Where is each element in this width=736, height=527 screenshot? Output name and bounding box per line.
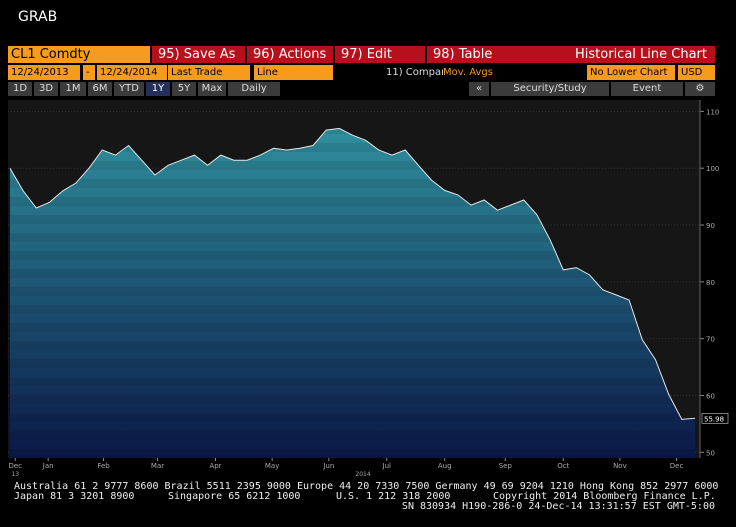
actions-button[interactable]: 96) Actions	[247, 46, 333, 63]
field-select[interactable]: Last Trade	[168, 65, 250, 80]
range-tab[interactable]: 3D	[34, 82, 58, 96]
compare[interactable]: 11) Compare	[386, 67, 452, 78]
window-title: GRAB	[18, 9, 58, 25]
footer-session: SN 830934 H190-286-0 24-Dec-14 13:31:57 …	[401, 501, 715, 512]
chart-name: Historical Line Chart	[520, 46, 715, 63]
event-button[interactable]: Event	[611, 82, 683, 96]
mov-avgs[interactable]: Mov. Avgs	[443, 65, 493, 80]
collapse[interactable]: «	[469, 82, 489, 96]
year-label: 2014	[355, 471, 370, 478]
ticker[interactable]: CL1 Comdty	[8, 46, 150, 63]
y-tick-label: 50	[706, 449, 715, 457]
x-tick-label: Oct	[557, 462, 569, 470]
table-button[interactable]: 98) Table	[427, 46, 520, 63]
year-label: 13	[11, 471, 19, 478]
range-tab[interactable]: 6M	[88, 82, 112, 96]
y-tick-label: 110	[706, 108, 719, 116]
last-price-label: 55.98	[704, 415, 724, 423]
y-tick-label: 90	[706, 222, 715, 230]
currency[interactable]: USD	[678, 65, 715, 80]
x-tick-label: Dec	[8, 462, 22, 470]
settings-button[interactable]: ⚙	[685, 82, 715, 96]
x-tick-label: Sep	[499, 462, 513, 470]
edit-button[interactable]: 97) Edit	[335, 46, 425, 63]
save-button[interactable]: 95) Save As	[152, 46, 245, 63]
x-tick-label: Mar	[151, 462, 164, 470]
style-select[interactable]: Line	[254, 65, 333, 80]
x-tick-label: Apr	[209, 462, 221, 470]
x-tick-label: Nov	[613, 462, 627, 470]
x-tick-label: Jan	[42, 462, 54, 470]
footer-japan: Japan 81 3 3201 8900	[14, 491, 135, 502]
chart: 50 60 70 80 90 100 110 Dec Jan Feb Mar Apr May Jun Jul…	[8, 100, 729, 478]
frequency[interactable]: Daily	[228, 82, 280, 96]
x-tick-label: May	[265, 462, 279, 470]
start-date[interactable]: 12/24/2013	[8, 65, 80, 80]
y-tick-label: 80	[706, 279, 715, 287]
x-tick-label: Jul	[382, 462, 392, 470]
x-tick-label: Feb	[97, 462, 110, 470]
lower-chart[interactable]: No Lower Chart	[587, 65, 675, 80]
y-tick-label: 60	[706, 392, 715, 400]
y-tick-label: 70	[706, 336, 715, 344]
price-line	[9, 127, 696, 420]
footer-singapore: Singapore 65 6212 1000	[168, 491, 301, 502]
range-tab[interactable]: 1M	[60, 82, 86, 96]
x-tick-label: Aug	[438, 462, 452, 470]
footer-us: U.S. 1 212 318 2000	[336, 491, 451, 502]
footer-copyright: Copyright 2014 Bloomberg Finance L.P.	[493, 491, 716, 502]
range-tab-active[interactable]: 1Y	[146, 82, 170, 96]
range-tab[interactable]: 5Y	[172, 82, 196, 96]
study-button[interactable]: Security/Study	[491, 82, 609, 96]
footer-contacts: Australia 61 2 9777 8600 Brazil 5511 239…	[14, 481, 719, 492]
range-tab[interactable]: Max	[198, 82, 226, 96]
last-price-box	[701, 413, 729, 424]
range-tab[interactable]: 1D	[8, 82, 32, 96]
y-tick-label: 100	[706, 165, 719, 173]
date-dash: -	[83, 65, 95, 80]
range-tab[interactable]: YTD	[114, 82, 144, 96]
x-tick-label: Dec	[670, 462, 684, 470]
end-date[interactable]: 12/24/2014	[97, 65, 167, 80]
x-tick-label: Jun	[322, 462, 334, 470]
